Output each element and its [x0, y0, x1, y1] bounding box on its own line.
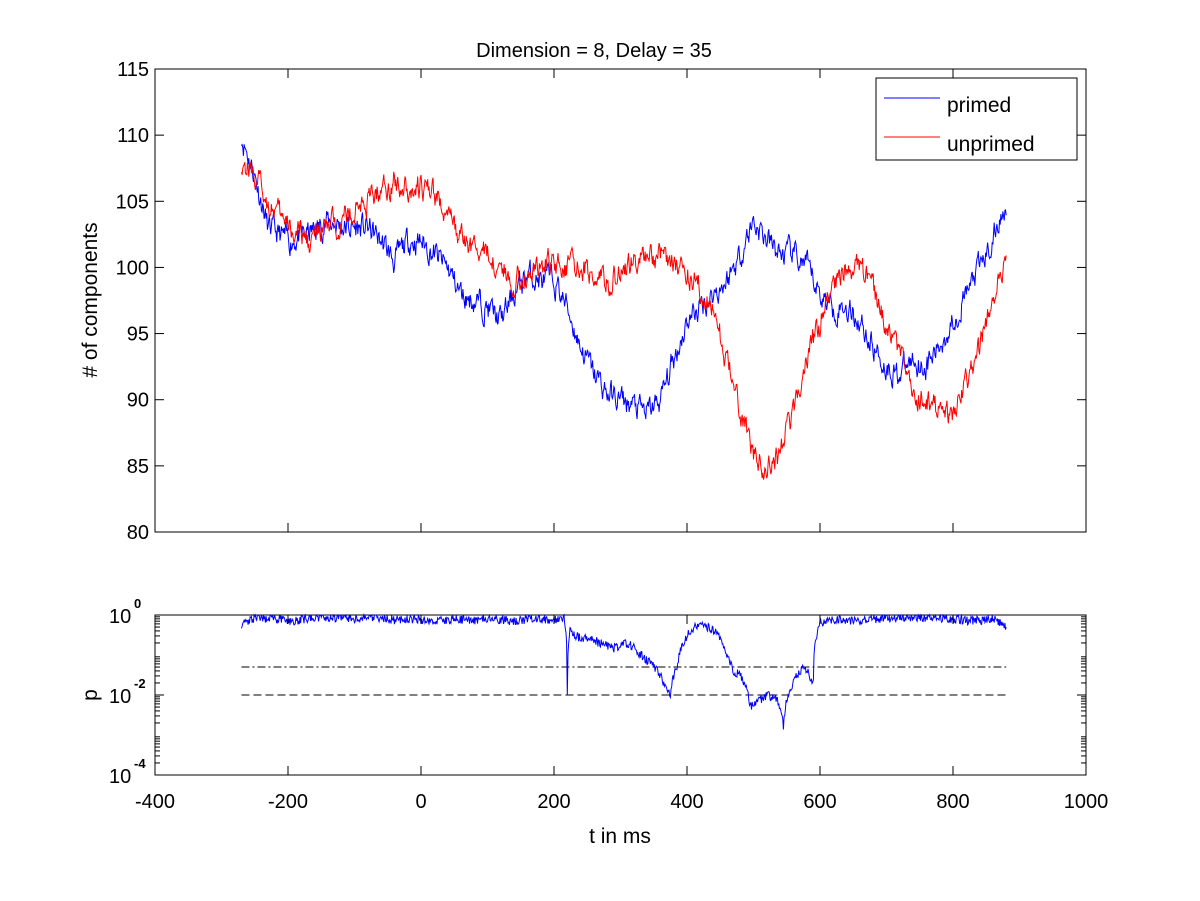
top-y-tick-label: 90 — [127, 390, 149, 412]
bottom-series-group — [240, 613, 1007, 730]
bottom-y-tick-exponent: -4 — [134, 756, 146, 771]
top-chart-title: Dimension = 8, Delay = 35 — [476, 40, 712, 62]
top-y-tick-label: 85 — [127, 456, 149, 478]
bottom-y-axis-label: p — [79, 689, 102, 701]
bottom-x-tick-label: -400 — [135, 791, 175, 813]
legend: primed unprimed — [875, 77, 1078, 161]
bottom-x-tick-label: 400 — [670, 791, 703, 813]
bottom-x-tick-label: 0 — [415, 791, 426, 813]
bottom-x-axis-label: t in ms — [589, 825, 651, 848]
top-y-tick-label: 115 — [117, 59, 149, 81]
legend-label-primed: primed — [947, 94, 1011, 117]
bottom-x-tick-label: 200 — [537, 791, 570, 813]
legend-box — [875, 77, 1078, 161]
top-y-tick-label: 100 — [116, 257, 149, 279]
bottom-x-tick-label: 600 — [803, 791, 836, 813]
bottom-x-tick-label: 1000 — [1064, 791, 1109, 813]
series-line-unprimed — [240, 161, 1007, 480]
bottom-y-tick-exponent: -2 — [134, 676, 146, 691]
p-value-series-line — [240, 613, 1007, 730]
top-y-tick-label: 110 — [117, 125, 149, 147]
series-line-primed — [240, 143, 1007, 420]
bottom-x-tick-label: -200 — [268, 791, 308, 813]
top-y-tick-label: 95 — [127, 324, 149, 346]
top-y-ticks: 80 85 90 95 100 105 110 115 — [116, 59, 1087, 544]
top-y-tick-label: 80 — [127, 522, 149, 544]
bottom-y-tick-label: 10 — [109, 686, 131, 708]
bottom-y-tick-label: 10 — [109, 606, 131, 628]
top-y-tick-label: 105 — [116, 191, 149, 213]
bottom-y-tick-label: 10 — [109, 766, 131, 788]
bottom-x-ticks: -400 -200 0 200 400 600 800 1000 — [135, 615, 1108, 813]
top-y-axis-label: # of components — [79, 222, 102, 377]
top-axes: Dimension = 8, Delay = 35 80 85 90 95 100 105… — [79, 40, 1087, 544]
bottom-x-tick-label: 800 — [936, 791, 969, 813]
top-series-group — [240, 143, 1007, 480]
bottom-reference-lines — [241, 666, 1007, 696]
bottom-y-tick-exponent: 0 — [134, 596, 141, 611]
legend-label-unprimed: unprimed — [947, 133, 1035, 156]
